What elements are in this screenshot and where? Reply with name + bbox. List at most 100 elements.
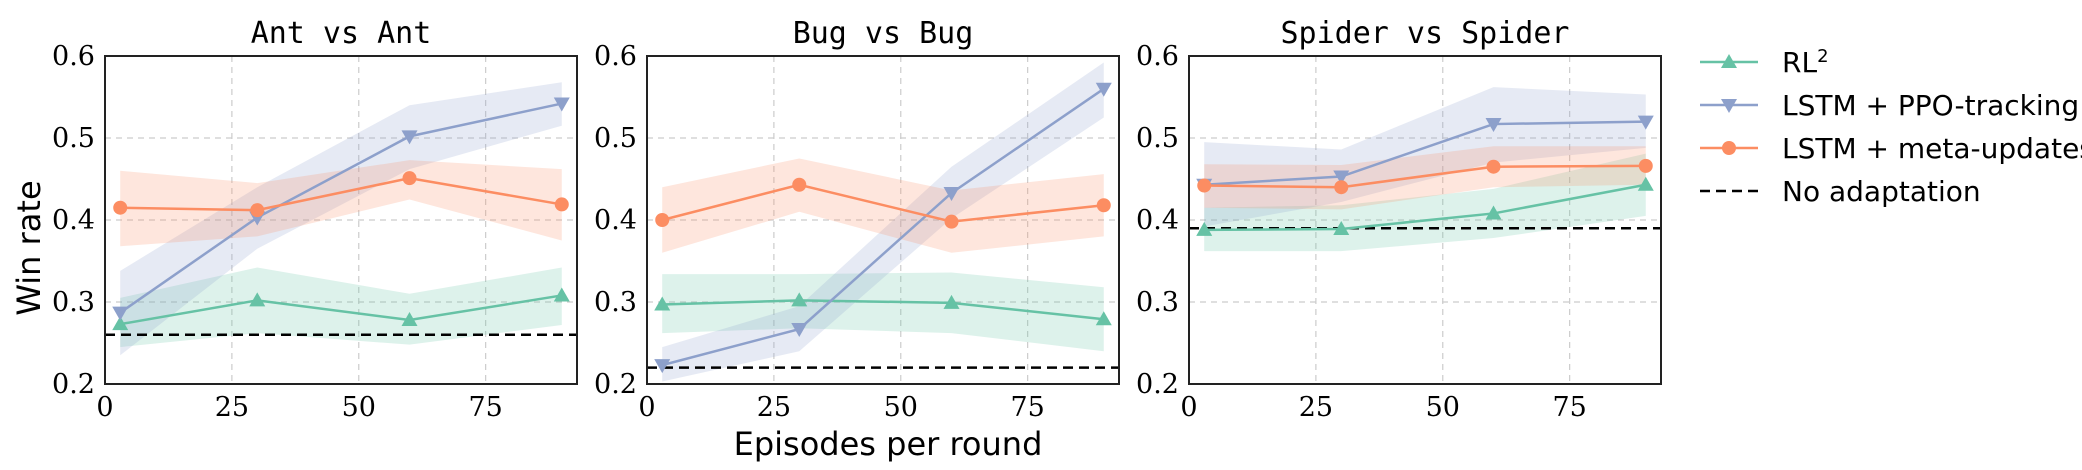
plot-frame [646,55,1120,385]
data-point-lstm-ppo-tracking [1333,170,1350,185]
band-rl2 [120,267,562,348]
y-tick-label: 0.5 [1136,123,1179,154]
x-tick-label: 50 [884,392,918,423]
data-point-rl2 [654,296,671,311]
data-point-rl2 [791,292,808,307]
data-point-rl2 [1637,176,1654,191]
y-tick-label: 0.3 [52,287,95,318]
series-line-lstm-meta-updates [1204,164,1646,189]
data-point-lstm-meta-updates [1638,158,1653,173]
data-point-lstm-ppo-tracking [943,186,960,201]
legend-item-lstm-ppo-tracking: LSTM + PPO-tracking [1700,89,2079,122]
legend-marker [1722,141,1736,155]
data-point-lstm-ppo-tracking [1095,82,1112,97]
data-point-rl2 [1196,221,1213,236]
series-line-rl2 [662,299,1104,321]
band-lstm-ppo-tracking [662,62,1104,382]
y-tick-label: 0.3 [1136,287,1179,318]
x-tick-label: 50 [1426,392,1460,423]
x-tick-label: 25 [757,392,791,423]
band-lstm-meta-updates [1204,146,1646,210]
x-tick-label: 0 [1180,392,1197,423]
x-tick-label: 25 [1299,392,1333,423]
data-point-rl2 [112,316,129,331]
data-point-rl2 [553,287,570,302]
data-point-lstm-meta-updates [113,200,128,215]
data-point-lstm-ppo-tracking [112,306,129,321]
data-point-lstm-meta-updates [655,213,670,227]
series-line-lstm-meta-updates [661,183,1104,223]
plot-frame [1188,55,1662,385]
data-point-rl2 [249,292,266,307]
legend-marker [1721,54,1737,68]
y-tick-label: 0.6 [1136,41,1179,72]
series-line-lstm-ppo-tracking [119,102,563,314]
data-point-lstm-meta-updates [1486,159,1501,174]
legend-label: LSTM + PPO-tracking [1782,89,2079,122]
data-point-lstm-meta-updates [250,203,265,218]
data-point-lstm-meta-updates [554,197,569,212]
x-axis-label: Episodes per round [734,425,1043,463]
data-point-lstm-meta-updates [1096,198,1111,213]
band-lstm-ppo-tracking [120,82,562,356]
data-point-lstm-ppo-tracking [1637,115,1654,130]
data-point-lstm-ppo-tracking [654,359,671,374]
y-tick-label: 0.4 [594,205,637,236]
data-point-lstm-ppo-tracking [401,130,418,145]
y-axis-label: Win rate [10,180,48,315]
data-point-rl2 [401,312,418,327]
y-tick-label: 0.2 [52,369,95,400]
data-point-rl2 [943,294,960,309]
legend-item-rl: RL2 [1700,46,1829,80]
x-tick-label: 75 [468,392,502,423]
x-tick-label: 75 [1552,392,1586,423]
legend: RL2 LSTM + PPO-tracking LSTM + meta-update… [1700,46,2082,208]
panel-title: Bug vs Bug [793,16,974,51]
series-line-rl2 [1204,183,1647,232]
data-point-lstm-ppo-tracking [791,323,808,338]
data-point-lstm-meta-updates [1334,180,1349,195]
data-point-lstm-ppo-tracking [1485,118,1502,133]
band-rl2 [1204,153,1646,252]
series-line-rl2 [120,294,562,326]
band-rl2 [662,272,1104,352]
panel-2: 0.2 0.3 0.4 0.5 0.6 0 25 50 75 Bug vs Bug [594,16,1120,423]
panel-title: Spider vs Spider [1281,16,1570,51]
band-lstm-ppo-tracking [1204,87,1646,227]
legend-item-no-adaptation: No adaptation [1700,175,1981,208]
legend-label: No adaptation [1782,175,1981,208]
y-tick-label: 0.4 [52,205,95,236]
x-tick-label: 0 [638,392,655,423]
y-tick-label: 0.6 [594,41,637,72]
series-line-lstm-meta-updates [120,176,562,212]
panel-3: 0.2 0.3 0.4 0.5 0.6 0 25 50 75 Spider vs Spider [1136,16,1662,423]
x-tick-label: 75 [1010,392,1044,423]
data-point-lstm-meta-updates [944,214,959,229]
y-tick-label: 0.5 [52,123,95,154]
data-point-rl2 [1485,205,1502,220]
x-tick-label: 0 [96,392,113,423]
data-point-rl2 [1333,221,1350,236]
y-tick-label: 0.3 [594,287,637,318]
legend-item-lstm-meta-updates: LSTM + meta-updates [1700,132,2082,165]
y-tick-label: 0.4 [1136,205,1179,236]
y-tick-label: 0.5 [594,123,637,154]
series-line-lstm-ppo-tracking [1204,120,1646,186]
plot-frame [104,55,578,385]
data-point-lstm-meta-updates [792,177,807,192]
data-point-lstm-meta-updates [1197,178,1212,193]
legend-label: RL2 [1782,46,1829,80]
panel-title: Ant vs Ant [251,16,432,51]
legend-marker [1721,99,1737,113]
x-tick-label: 50 [342,392,376,423]
y-tick-label: 0.2 [1136,369,1179,400]
data-point-lstm-meta-updates [402,171,417,186]
y-tick-label: 0.6 [52,41,95,72]
data-point-lstm-ppo-tracking [553,97,570,112]
x-tick-label: 25 [215,392,249,423]
legend-superscript: 2 [1817,46,1828,67]
panel-1: 0.2 0.3 0.4 0.5 0.6 0 25 50 75 Ant vs Ant [52,16,578,423]
data-point-rl2 [1095,311,1112,326]
